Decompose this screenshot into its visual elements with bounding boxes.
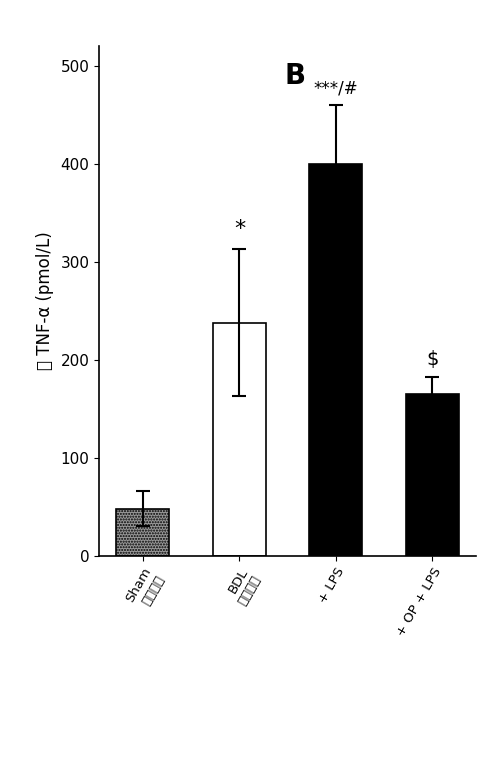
Bar	[213, 323, 266, 556]
Bar	[117, 509, 170, 556]
Text: ***/#: ***/#	[313, 80, 358, 97]
Text: B: B	[285, 62, 306, 90]
Y-axis label: 脳 TNF-α (pmol/L): 脳 TNF-α (pmol/L)	[36, 232, 54, 371]
Bar	[310, 164, 363, 556]
Text: *: *	[234, 219, 245, 239]
Bar	[406, 394, 459, 556]
Text: $: $	[426, 350, 438, 369]
